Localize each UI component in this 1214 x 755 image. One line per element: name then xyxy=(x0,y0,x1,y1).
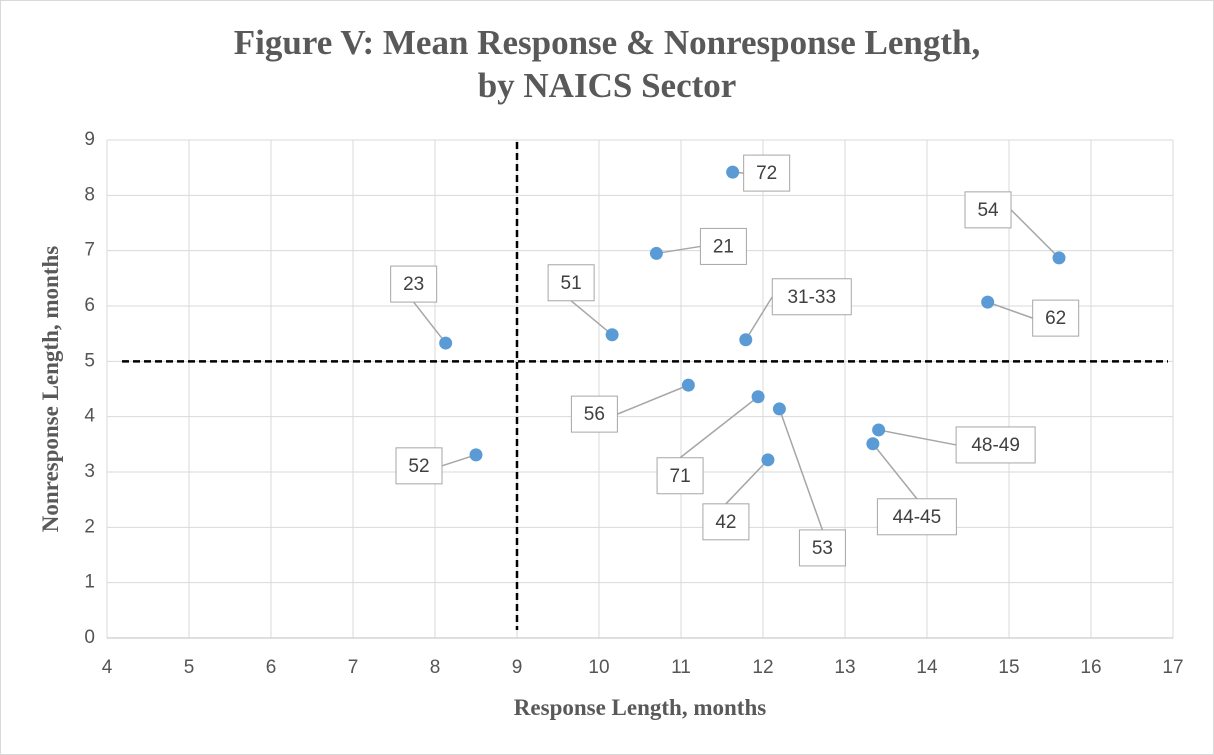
leader-line xyxy=(617,384,689,415)
y-tick-label: 2 xyxy=(84,516,95,537)
callout-box xyxy=(771,278,852,316)
y-tick-label: 3 xyxy=(84,461,95,482)
x-tick-label: 7 xyxy=(348,657,359,678)
x-tick-label: 5 xyxy=(184,657,195,678)
callout-box xyxy=(395,447,443,485)
point xyxy=(866,437,880,451)
data-label: 44-45 xyxy=(893,507,942,528)
data-label: 53 xyxy=(812,538,833,559)
data-label: 62 xyxy=(1045,308,1066,329)
y-tick-label: 4 xyxy=(84,406,95,427)
callout-box xyxy=(955,426,1036,464)
callout-box xyxy=(702,503,750,541)
callout-box xyxy=(1032,299,1080,337)
leader-line xyxy=(878,429,957,446)
leader-line xyxy=(570,300,613,336)
x-tick-label: 16 xyxy=(1080,657,1101,678)
leader-line xyxy=(778,408,824,531)
callout-box xyxy=(798,529,846,567)
point xyxy=(649,246,663,260)
leader-line xyxy=(725,459,769,505)
leader-line xyxy=(679,396,759,459)
data-label: 31-33 xyxy=(787,287,836,308)
x-tick-label: 13 xyxy=(834,657,855,678)
data-label: 21 xyxy=(713,236,734,257)
point xyxy=(605,328,619,342)
callout-box xyxy=(547,264,595,302)
x-tick-label: 14 xyxy=(916,657,938,678)
point xyxy=(439,336,453,350)
leader-line xyxy=(987,301,1033,319)
data-label: 42 xyxy=(715,512,736,533)
callout-box xyxy=(964,191,1012,229)
data-label: 72 xyxy=(756,163,777,184)
data-label: 51 xyxy=(561,273,582,294)
callout-box xyxy=(876,498,957,536)
callout-box xyxy=(743,154,791,192)
callout-box xyxy=(570,395,618,433)
point xyxy=(772,402,786,416)
x-tick-label: 15 xyxy=(998,657,1019,678)
leader-line xyxy=(872,443,918,500)
data-label: 56 xyxy=(584,404,605,425)
point xyxy=(981,295,995,309)
callout-box xyxy=(699,227,747,265)
x-tick-label: 11 xyxy=(671,657,691,678)
x-tick-label: 8 xyxy=(430,657,441,678)
point xyxy=(739,333,753,347)
y-tick-label: 9 xyxy=(84,129,95,150)
y-tick-label: 6 xyxy=(84,295,95,316)
leader-line xyxy=(745,296,773,341)
y-axis-title: Nonresponse Length, months xyxy=(38,246,63,533)
leader-line xyxy=(656,245,701,255)
data-label: 23 xyxy=(403,274,424,295)
x-tick-label: 17 xyxy=(1162,657,1183,678)
y-tick-label: 1 xyxy=(84,572,95,593)
chart-title: by NAICS Sector xyxy=(478,66,737,105)
x-tick-label: 9 xyxy=(512,657,523,678)
x-axis-title: Response Length, months xyxy=(514,695,766,720)
x-tick-label: 12 xyxy=(752,657,773,678)
y-tick-label: 8 xyxy=(84,184,95,205)
data-label: 54 xyxy=(977,200,999,221)
point xyxy=(761,453,775,467)
leader-line xyxy=(1010,209,1060,259)
point xyxy=(469,448,483,462)
chart-title: Figure V: Mean Response & Nonresponse Le… xyxy=(234,23,980,62)
point xyxy=(726,165,740,179)
callout-box xyxy=(656,457,704,495)
data-label: 52 xyxy=(408,456,429,477)
point xyxy=(751,390,765,404)
point xyxy=(872,423,886,437)
y-tick-label: 0 xyxy=(84,627,95,648)
leader-line xyxy=(413,301,447,344)
y-tick-label: 5 xyxy=(84,350,95,371)
y-tick-label: 7 xyxy=(84,240,95,261)
data-label: 48-49 xyxy=(971,435,1020,456)
x-tick-label: 6 xyxy=(266,657,277,678)
callout-box xyxy=(390,265,438,303)
x-tick-label: 4 xyxy=(102,657,113,678)
point xyxy=(1052,251,1066,265)
data-label: 71 xyxy=(670,466,691,487)
point xyxy=(681,378,695,392)
x-tick-label: 10 xyxy=(588,657,609,678)
